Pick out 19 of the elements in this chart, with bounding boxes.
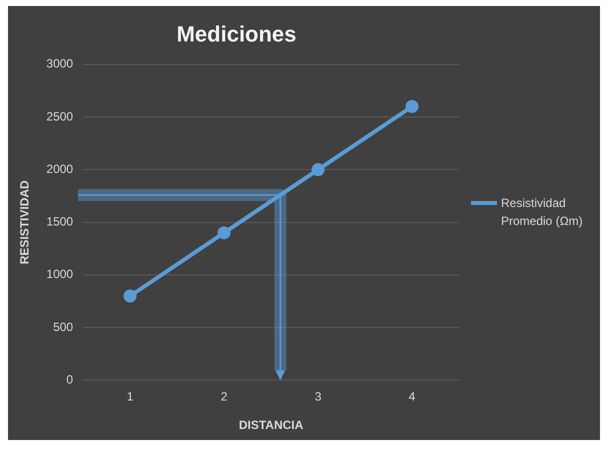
point [312,163,325,176]
y-tick-label: 500 [53,320,74,334]
x-tick-label: 1 [126,390,134,404]
x-tick-label: 2 [220,390,228,404]
x-tick-label: 3 [314,390,322,404]
point [406,100,419,114]
y-tick-label: 0 [66,372,74,387]
point [124,289,137,302]
y-axis-title: RESISTIVIDAD [18,180,32,264]
point [218,226,231,240]
y-tick-label: 1000 [46,267,74,282]
y-tick-label: 3000 [46,56,74,71]
legend-label: Resistividad Promedio (Ωm) [501,195,584,230]
y-tick-label: 2000 [46,162,74,176]
y-tick-label: 1500 [46,214,74,229]
chart-title: Mediciones [176,21,296,46]
y-tick-label: 2500 [46,109,74,124]
x-tick-label: 4 [408,390,416,404]
x-axis-title: DISTANCIA [238,418,304,432]
